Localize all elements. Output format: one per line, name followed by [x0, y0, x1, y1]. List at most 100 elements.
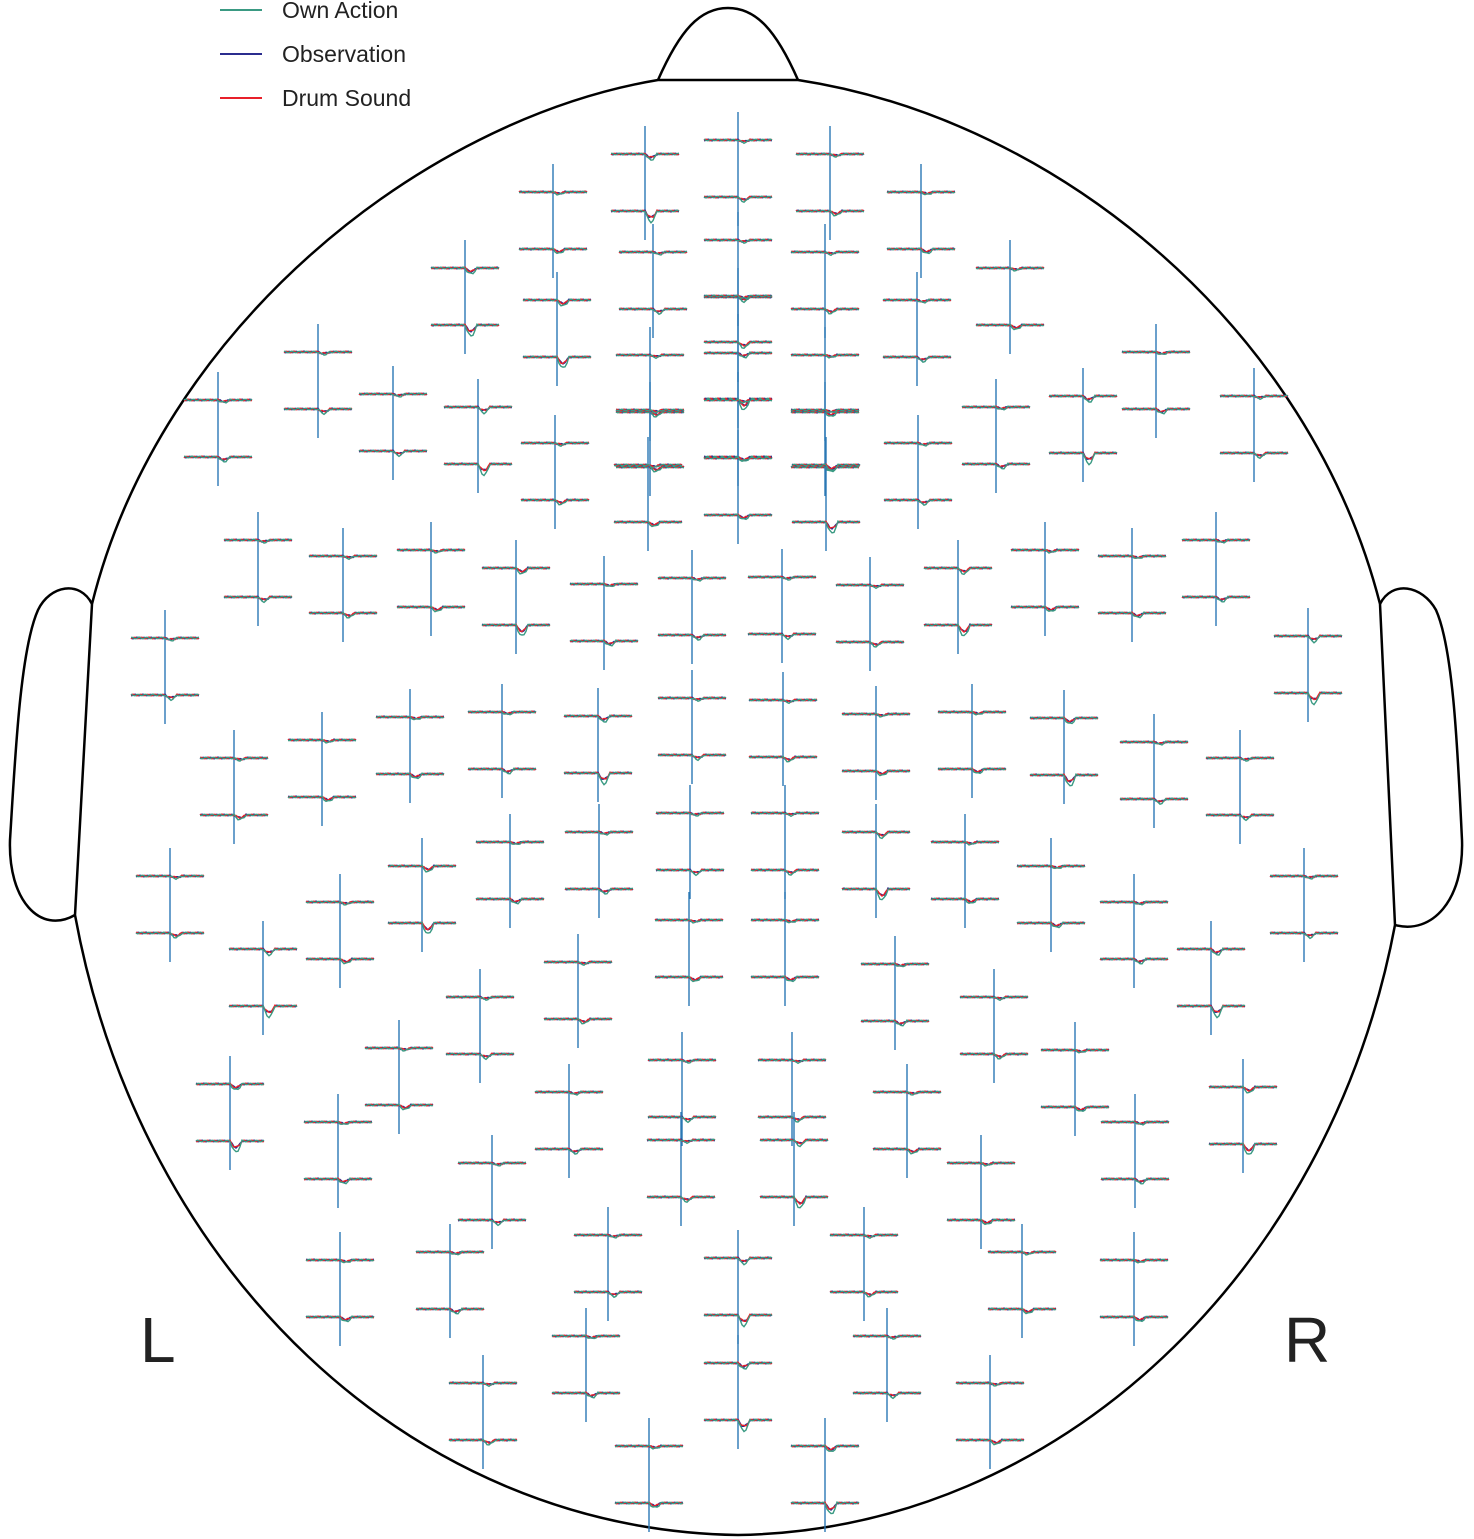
channel-erp-trace: [955, 1381, 1025, 1387]
channel-erp-trace: [1029, 716, 1099, 725]
channel-erp-trace: [757, 1115, 827, 1123]
channel-trace-pair: [1097, 528, 1167, 642]
channel-trace-pair: [1100, 1094, 1170, 1208]
channel-erp-trace: [703, 1418, 773, 1433]
channel-erp-trace: [703, 1361, 773, 1368]
channel-trace-pair: [790, 1418, 860, 1532]
channel-erp-trace: [946, 1218, 1016, 1226]
channel-erp-trace: [1049, 394, 1118, 403]
channel-trace-pair: [795, 126, 865, 240]
channel-erp-trace: [883, 498, 953, 507]
channel-trace-pair: [1010, 522, 1080, 636]
channel-erp-trace: [396, 548, 466, 554]
channel-erp-trace: [703, 138, 773, 145]
channel-erp-trace: [886, 190, 956, 196]
channel-erp-trace: [375, 715, 445, 721]
channel-erp-trace: [759, 1138, 829, 1148]
left-hemisphere-label: L: [140, 1304, 176, 1376]
channel-trace-pair: [305, 874, 375, 988]
channel-trace-pair: [551, 1308, 621, 1422]
channel-erp-trace: [551, 1391, 621, 1399]
channel-erp-trace: [396, 605, 466, 613]
channel-erp-trace: [135, 931, 205, 937]
channel-trace-pair: [841, 686, 911, 800]
channel-erp-trace: [646, 1138, 716, 1145]
channel-erp-trace: [610, 152, 680, 158]
channel-trace-pair: [569, 556, 639, 670]
channel-erp-trace: [961, 405, 1031, 411]
channel-erp-trace: [308, 611, 378, 619]
channel-erp-trace: [445, 995, 515, 1001]
channel-erp-trace: [852, 1334, 922, 1340]
channel-erp-trace: [564, 830, 634, 836]
channel-erp-trace: [790, 250, 860, 257]
channel-erp-trace: [841, 769, 911, 777]
channel-erp-trace: [1029, 773, 1099, 787]
channel-erp-trace: [1097, 554, 1167, 560]
channel-trace-pair: [1040, 1022, 1110, 1136]
channel-erp-trace: [791, 520, 861, 534]
channel-trace-pair: [987, 1224, 1057, 1338]
legend: Own Action Observation Drum Sound: [220, 0, 411, 120]
channel-erp-trace: [1181, 595, 1251, 603]
channel-erp-trace: [790, 307, 860, 315]
channel-erp-trace: [195, 1139, 265, 1148]
channel-trace-pair: [790, 224, 860, 338]
channel-erp-trace: [790, 1444, 860, 1453]
channel-trace-pair: [199, 730, 269, 844]
channel-erp-trace: [987, 1250, 1057, 1256]
channel-erp-trace: [760, 1195, 829, 1209]
channel-erp-trace: [573, 1233, 643, 1238]
channel-erp-trace: [647, 1058, 716, 1064]
channel-erp-trace: [962, 462, 1031, 470]
channel-erp-trace: [886, 247, 956, 255]
channel-erp-trace: [228, 1004, 298, 1019]
channel-trace-pair: [750, 785, 820, 899]
channel-erp-trace: [829, 1290, 899, 1298]
channel-erp-trace: [1100, 1120, 1170, 1126]
channel-trace-pair: [748, 672, 818, 786]
channel-trace-pair: [613, 437, 683, 551]
channel-trace-pair: [303, 1094, 373, 1208]
channel-erp-trace: [613, 463, 683, 469]
channel-erp-trace: [614, 1444, 683, 1450]
channel-trace-pair: [573, 1207, 643, 1321]
channel-erp-trace: [703, 398, 773, 404]
channel-erp-trace: [305, 900, 375, 905]
channel-erp-trace: [703, 340, 773, 347]
channel-erp-trace: [750, 975, 820, 983]
channel-erp-trace: [937, 767, 1007, 775]
channel-erp-trace: [569, 639, 639, 645]
channel-trace-pair: [657, 670, 727, 784]
channel-erp-trace: [1119, 740, 1189, 745]
channel-trace-pair: [448, 1355, 518, 1469]
channel-erp-trace: [1121, 407, 1191, 415]
channel-erp-trace: [657, 576, 727, 581]
channel-trace-pair: [364, 1020, 434, 1134]
channel-erp-trace: [829, 1233, 899, 1240]
channel-trace-pair: [1099, 1232, 1169, 1346]
legend-item-own-action: Own Action: [220, 0, 411, 32]
channel-erp-trace: [1016, 864, 1086, 870]
channel-erp-trace: [615, 408, 685, 414]
channel-erp-trace: [518, 190, 588, 196]
channel-erp-trace: [543, 1017, 613, 1025]
channel-erp-trace: [1100, 957, 1169, 965]
channel-erp-trace: [387, 864, 456, 873]
channel-erp-trace: [522, 355, 592, 368]
channel-trace-pair: [287, 712, 357, 826]
channel-erp-trace: [747, 632, 817, 641]
channel-erp-trace: [445, 1052, 515, 1061]
channel-erp-trace: [882, 298, 952, 303]
channel-erp-trace: [654, 918, 724, 924]
channel-trace-pair: [457, 1135, 527, 1249]
channel-erp-trace: [1208, 1085, 1278, 1094]
channel-erp-trace: [305, 900, 375, 906]
channel-trace-pair: [564, 804, 634, 918]
channel-erp-trace: [415, 1250, 485, 1256]
channel-erp-trace: [1208, 1142, 1278, 1155]
channel-erp-trace: [519, 190, 588, 196]
channel-erp-trace: [551, 1391, 621, 1397]
channel-erp-trace: [703, 195, 773, 204]
channel-erp-trace: [520, 498, 590, 505]
